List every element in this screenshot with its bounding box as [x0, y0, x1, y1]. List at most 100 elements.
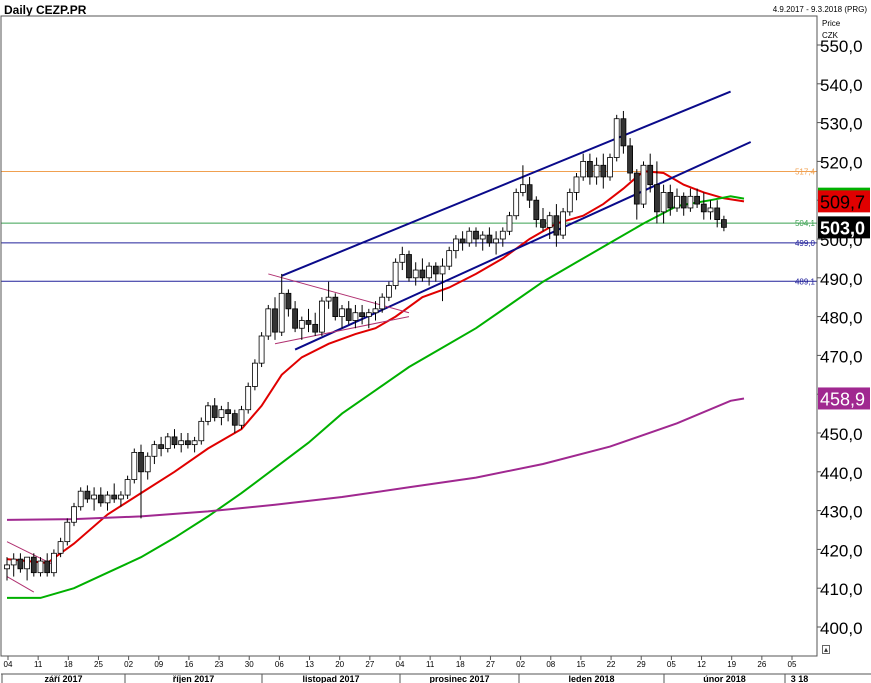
x-tick-label: 05: [667, 660, 676, 669]
candle: [104, 491, 111, 511]
candle-body: [379, 296, 386, 310]
candle-body: [97, 494, 104, 504]
candle-body: [526, 184, 533, 201]
candle: [298, 316, 305, 340]
candle-body: [144, 455, 151, 473]
candle: [191, 436, 198, 453]
candle-body: [158, 444, 165, 449]
y-tick-label: 430,0: [820, 503, 863, 522]
candle: [459, 231, 466, 251]
candle-body: [399, 254, 406, 263]
month-label: prosinec 2017: [429, 674, 489, 683]
y-tick-label: 490,0: [820, 270, 863, 289]
candle-body: [77, 490, 84, 508]
candle: [285, 289, 292, 317]
candle: [385, 281, 392, 302]
candle: [647, 153, 654, 193]
candle: [506, 211, 513, 236]
candle: [633, 169, 640, 220]
candle: [178, 433, 185, 453]
moving-average-line: [6, 170, 745, 565]
candle-body: [506, 215, 513, 232]
candle-body: [91, 494, 97, 500]
candle: [4, 557, 10, 581]
plot-border: [0, 15, 818, 657]
candle-body: [479, 234, 486, 240]
candle: [144, 452, 151, 480]
y-tick-label: 450,0: [820, 425, 863, 444]
candle: [118, 491, 124, 507]
y-tick-label: 420,0: [820, 541, 863, 560]
candle: [231, 409, 238, 433]
candle: [272, 297, 278, 340]
candle-body: [660, 192, 667, 213]
candle: [687, 188, 694, 212]
candle: [486, 227, 493, 247]
candle-body: [667, 192, 674, 209]
candle-body: [499, 230, 506, 240]
candle: [426, 262, 433, 286]
candle-body: [426, 265, 433, 279]
candle: [674, 188, 680, 212]
candle: [406, 250, 412, 282]
candle: [251, 359, 258, 391]
candle: [158, 436, 165, 457]
candle: [392, 258, 399, 290]
axis-scroll-up-icon[interactable]: ▴: [822, 645, 830, 654]
moving-average-line: [7, 195, 745, 599]
candle-body: [198, 420, 205, 442]
candle: [587, 153, 593, 185]
candle: [37, 557, 44, 577]
x-tick-label: 09: [154, 660, 163, 669]
candle: [30, 553, 37, 577]
x-tick-label: 29: [637, 660, 646, 669]
plot-area: [1, 90, 817, 599]
candle: [171, 429, 178, 449]
candle-body: [245, 386, 252, 411]
month-label: říjen 2017: [173, 674, 215, 683]
currency-label: CZK: [822, 31, 838, 40]
candle: [513, 188, 520, 220]
candle: [452, 235, 459, 259]
x-tick-label: 23: [215, 660, 224, 669]
candle-body: [566, 192, 573, 213]
candle-body: [265, 308, 272, 337]
candle-body: [372, 308, 379, 314]
candle-body: [633, 172, 640, 205]
candle-body: [593, 164, 600, 178]
candle-body: [298, 320, 305, 329]
candle-body: [654, 184, 660, 213]
candle: [667, 184, 674, 216]
candle-body: [540, 219, 546, 228]
candle: [124, 475, 131, 499]
candle-body: [587, 160, 593, 178]
candle-body: [513, 192, 520, 217]
candle: [97, 487, 104, 507]
candle-body: [560, 211, 566, 236]
candle: [184, 433, 191, 449]
candle-body: [714, 207, 721, 221]
candle: [654, 161, 660, 224]
candle-body: [700, 203, 707, 213]
candle-body: [278, 292, 285, 333]
candle: [225, 401, 232, 422]
last-value-label: 503,0: [820, 218, 865, 238]
x-tick-label: 27: [486, 660, 495, 669]
candle-body: [546, 215, 553, 228]
trend-line: [268, 273, 410, 314]
candle: [573, 173, 580, 201]
candle-body: [680, 195, 687, 209]
candle-body: [607, 157, 613, 178]
x-tick-label: 26: [757, 660, 766, 669]
candle-body: [647, 164, 654, 186]
candle-body: [84, 490, 91, 500]
candle: [694, 188, 700, 208]
candle: [17, 553, 24, 573]
candle: [205, 401, 211, 426]
candle-body: [406, 254, 412, 279]
candle-body: [184, 440, 191, 446]
x-tick-label: 05: [788, 660, 797, 669]
candle-body: [164, 436, 171, 449]
candle-body: [104, 494, 111, 504]
